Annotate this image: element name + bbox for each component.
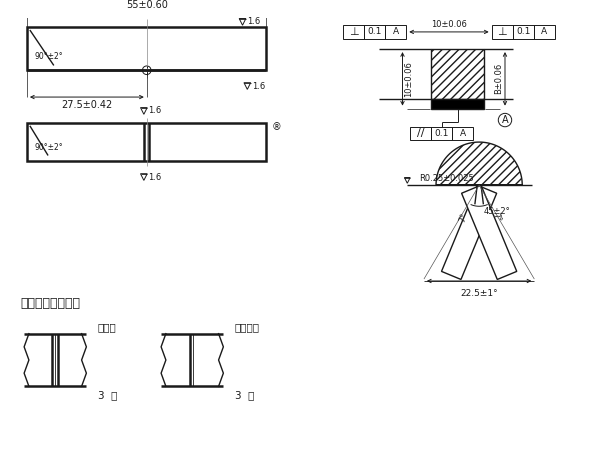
Bar — [410, 127, 431, 140]
Text: 3  件: 3 件 — [98, 390, 117, 400]
Bar — [534, 25, 555, 39]
Text: 27.5±0.42: 27.5±0.42 — [61, 100, 112, 110]
Text: 55±0.60: 55±0.60 — [126, 0, 167, 10]
Text: 3  件: 3 件 — [235, 390, 254, 400]
Bar — [343, 25, 364, 39]
Bar — [431, 127, 452, 140]
Text: A: A — [502, 115, 508, 125]
Text: ®: ® — [271, 122, 281, 133]
Text: 0.1: 0.1 — [434, 129, 449, 138]
Text: 0.1: 0.1 — [368, 27, 382, 36]
Text: R0.25±0.025: R0.25±0.025 — [419, 174, 473, 183]
Text: 1.6: 1.6 — [247, 18, 260, 27]
Text: 1.6: 1.6 — [149, 107, 162, 116]
Text: 焊缝区: 焊缝区 — [98, 322, 116, 332]
Bar — [364, 25, 385, 39]
Text: 90°±2°: 90°±2° — [35, 143, 63, 152]
Bar — [491, 25, 512, 39]
Text: B±0.06: B±0.06 — [494, 63, 503, 94]
Text: A: A — [460, 129, 466, 138]
Text: //: // — [417, 128, 424, 139]
Text: 7°: 7° — [491, 212, 502, 224]
Bar — [385, 25, 406, 39]
Bar — [27, 27, 266, 70]
Text: ⊥: ⊥ — [349, 27, 359, 37]
Bar — [431, 49, 484, 99]
Bar — [431, 99, 484, 108]
Polygon shape — [461, 185, 517, 279]
Text: 10±0.06: 10±0.06 — [431, 20, 467, 29]
Bar — [452, 127, 473, 140]
Text: 45±2°: 45±2° — [484, 207, 511, 216]
Text: 1.6: 1.6 — [149, 172, 162, 181]
Bar — [512, 25, 534, 39]
Text: 0.1: 0.1 — [516, 27, 530, 36]
Text: ⊥: ⊥ — [497, 27, 507, 37]
Text: A: A — [541, 27, 547, 36]
Bar — [27, 123, 266, 161]
Text: 10±0.06: 10±0.06 — [404, 61, 413, 97]
Text: 22.5±1°: 22.5±1° — [460, 288, 498, 297]
Text: 7°: 7° — [458, 212, 470, 224]
Polygon shape — [436, 142, 522, 185]
Text: 开槽位置示意图：: 开槽位置示意图： — [20, 297, 80, 310]
Text: 90°±2°: 90°±2° — [35, 52, 63, 61]
Text: 热影响区: 热影响区 — [235, 322, 260, 332]
Text: 1.6: 1.6 — [252, 81, 265, 90]
Text: A: A — [393, 27, 399, 36]
Polygon shape — [442, 185, 497, 279]
